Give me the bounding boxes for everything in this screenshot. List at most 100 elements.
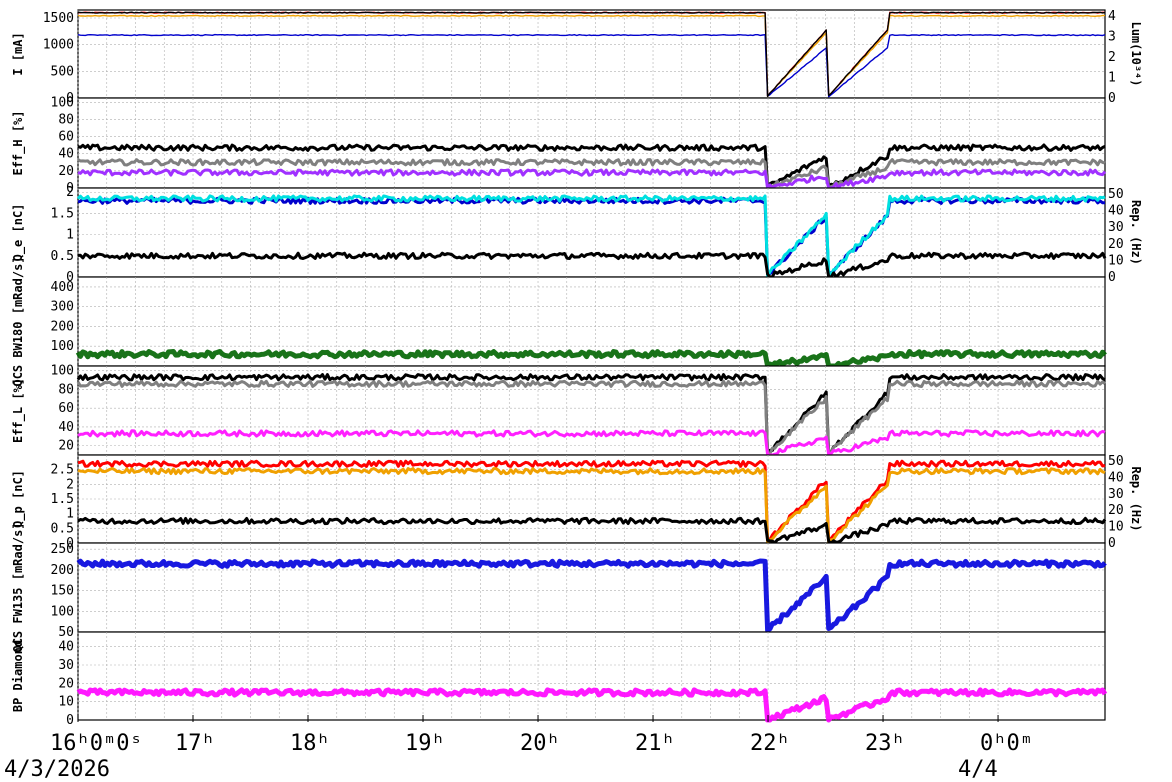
y-tick-label: 100 (51, 95, 74, 110)
panel-effl: 20 40 60 80 100 Eff_L [%] (11, 364, 1106, 457)
y-tick-label: 1.5 (51, 492, 74, 507)
y-tick-label: 60 (58, 130, 74, 145)
y-tick-label: 80 (58, 382, 74, 397)
y2-tick-label: 50 (1108, 187, 1124, 202)
series-trace (77, 516, 1107, 545)
y-tick-label: 100 (51, 364, 74, 379)
panel-frame (77, 365, 1106, 456)
y-tick-label: 40 (58, 420, 74, 435)
y-tick-label: 200 (51, 563, 74, 578)
y-tick-label: 1 (66, 228, 74, 243)
panel-bp: 0 10 20 30 40 BP Diamond (11, 631, 1108, 728)
y-axis-label: Q_p [nC] (11, 470, 26, 528)
x-tick-label: 18ʰ (290, 731, 330, 756)
y2-tick-label: 10 (1108, 253, 1124, 268)
y-axis-label: I [mA] (11, 32, 25, 75)
x-tick-label: 20ʰ (520, 731, 560, 756)
panel-fw135: 50 100 150 200 250 QCS FW135 [mRad/s] (11, 522, 1107, 653)
y2-tick-label: 20 (1108, 503, 1124, 518)
y2-tick-label: 40 (1108, 470, 1124, 485)
y-tick-label: 100 (51, 339, 74, 354)
y2-tick-label: 0 (1108, 270, 1116, 285)
y-tick-label: 60 (58, 401, 74, 416)
y-tick-label: 20 (58, 676, 74, 691)
y-axis-label: QCS FW135 [mRad/s] (11, 522, 25, 652)
y2-tick-label: 4 (1108, 9, 1116, 24)
y2-tick-label: 2 (1108, 50, 1116, 65)
panel-frame (77, 542, 1106, 633)
x-tick-label: 19ʰ (405, 731, 445, 756)
y-tick-label: 40 (58, 147, 74, 162)
y-axis-label: Eff_H [%] (11, 110, 26, 175)
y-tick-label: 2 (66, 185, 74, 200)
series-trace (76, 373, 1106, 457)
series-trace (77, 33, 1106, 98)
x-tick-label: 21ʰ (635, 731, 675, 756)
series-trace (77, 143, 1106, 188)
series-trace (76, 558, 1107, 633)
panel-frame (77, 9, 1106, 99)
y2-tick-label: 50 (1108, 454, 1124, 469)
series-trace (77, 251, 1107, 279)
y-tick-label: 1.5 (51, 206, 74, 221)
y2-tick-label: 20 (1108, 237, 1124, 252)
series-trace (77, 158, 1106, 190)
y-tick-label: 2 (66, 477, 74, 492)
y-axis-label: QCS BW180 [mRad/s] (11, 256, 25, 386)
y-tick-label: 2.5 (51, 463, 74, 478)
y2-axis-label: Lum(10³⁴) (1129, 21, 1143, 86)
y-tick-label: 500 (51, 64, 74, 79)
y-tick-label: 400 (51, 280, 74, 295)
x-date-label: 4/3/2026 (4, 757, 110, 782)
y-tick-label: 0.5 (51, 521, 74, 536)
panel-effh: 0 20 40 60 80 100 Eff_H [%] (11, 95, 1107, 196)
series-trace (75, 349, 1107, 369)
x-tick-label: 23ʰ (865, 731, 905, 756)
y-tick-label: 100 (51, 604, 74, 619)
x-tick-label: 0ʰ0ᵐ (980, 731, 1033, 756)
panel-current: 0 500 1000 1500 I [mA] 0 1 2 3 4 Lum(10³⁴) (11, 9, 1143, 106)
y2-tick-label: 30 (1108, 487, 1124, 502)
y-tick-label: 20 (58, 164, 74, 179)
y2-tick-label: 3 (1108, 30, 1116, 45)
series-trace (77, 459, 1106, 543)
y2-axis-label: Rep. (Hz) (1129, 466, 1143, 531)
y-tick-label: 20 (58, 439, 74, 454)
series-trace (77, 14, 1106, 98)
x-date-label: 4/4 (958, 757, 998, 782)
y-tick-label: 300 (51, 300, 74, 315)
y-axis-label: Q_e [nC] (11, 204, 26, 262)
y-axis-label: BP Diamond (11, 640, 25, 712)
panel-bw180: 100 200 300 400 QCS BW180 [mRad/s] (11, 256, 1107, 387)
y-tick-label: 0 (66, 270, 74, 285)
series-trace (77, 429, 1106, 457)
y2-tick-label: 0 (1108, 91, 1116, 106)
y-tick-label: 40 (58, 640, 74, 655)
y-tick-label: 50 (58, 625, 74, 640)
y-tick-label: 1 (66, 507, 74, 522)
y-tick-label: 0 (66, 713, 74, 728)
x-tick-label: 16ʰ0ᵐ0ˢ (50, 731, 143, 756)
y2-tick-label: 1 (1108, 71, 1116, 86)
x-tick-label: 17ʰ (175, 731, 215, 756)
series-trace (77, 168, 1107, 190)
y2-tick-label: 40 (1108, 204, 1124, 219)
y2-axis-label: Rep. (Hz) (1129, 200, 1143, 265)
y-tick-label: 1500 (43, 11, 74, 26)
y2-tick-label: 10 (1108, 520, 1124, 535)
series-trace (77, 11, 1106, 98)
panel-frame (77, 631, 1106, 721)
y-tick-label: 250 (51, 542, 74, 557)
y-tick-label: 0 (66, 181, 74, 196)
y-axis-label: Eff_L [%] (11, 378, 26, 443)
y-tick-label: 0 (66, 91, 74, 106)
series-trace (76, 687, 1108, 723)
y-tick-label: 80 (58, 112, 74, 127)
y-tick-label: 0.5 (51, 249, 74, 264)
y2-tick-label: 30 (1108, 220, 1124, 235)
y-tick-label: 200 (51, 319, 74, 334)
y-tick-label: 150 (51, 584, 74, 599)
